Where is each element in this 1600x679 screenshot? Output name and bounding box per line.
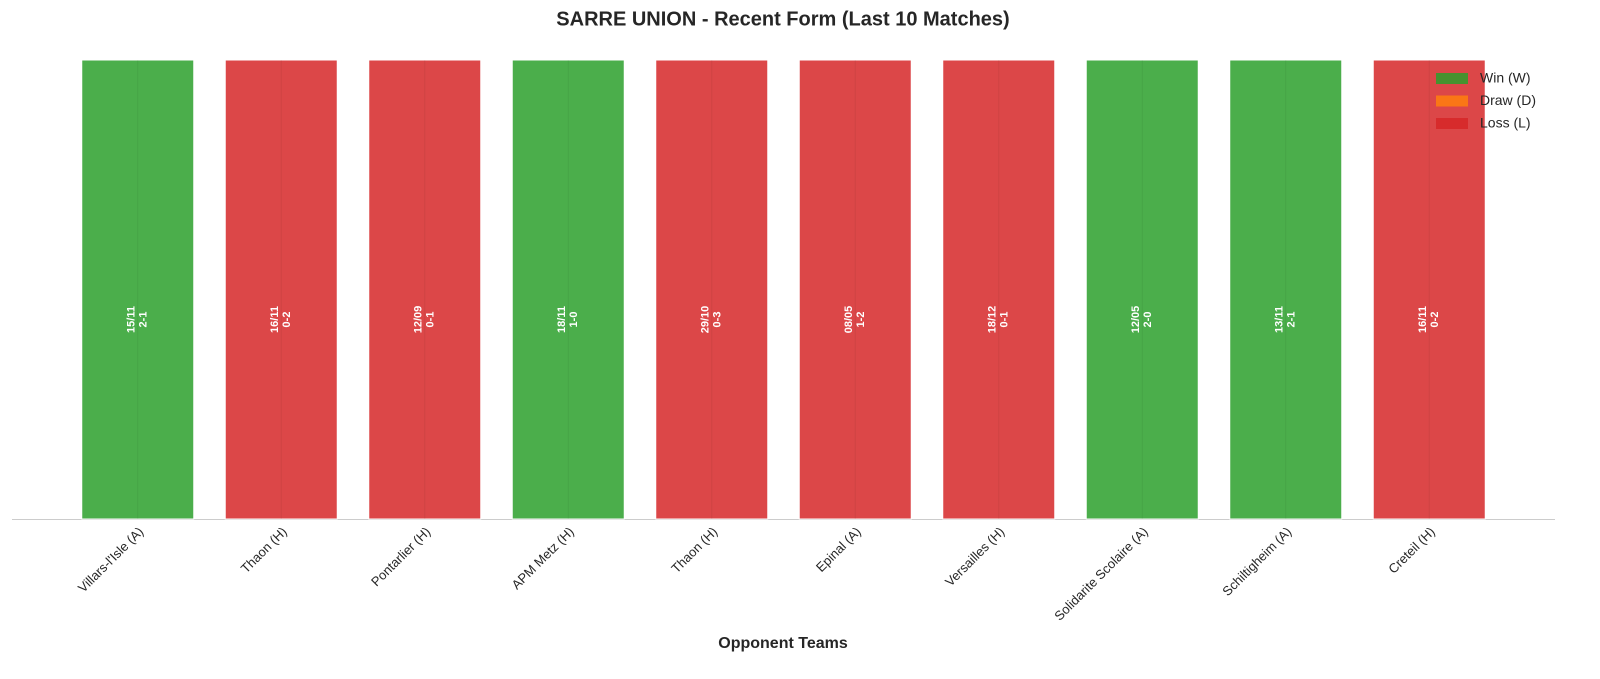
bar bbox=[1372, 59, 1486, 520]
legend-label: Loss (L) bbox=[1480, 115, 1531, 131]
bar-score-label: 0-2 bbox=[1429, 312, 1441, 328]
x-tick-label: Thaon (H) bbox=[238, 524, 290, 576]
bar bbox=[1229, 59, 1343, 520]
bar-score-label: 0-2 bbox=[281, 312, 293, 328]
x-tick-label: Creteil (H) bbox=[1385, 524, 1437, 576]
bar bbox=[368, 59, 482, 520]
bar bbox=[511, 59, 625, 520]
x-tick-label: Schiltigheim (A) bbox=[1219, 524, 1294, 599]
chart-title: SARRE UNION - Recent Form (Last 10 Match… bbox=[556, 8, 1009, 30]
bar-date-label: 16/11 bbox=[269, 306, 281, 333]
bar bbox=[224, 59, 338, 520]
bar bbox=[81, 59, 195, 520]
bar-score-label: 0-1 bbox=[999, 312, 1011, 328]
bar-date-label: 29/10 bbox=[700, 306, 712, 334]
bar-score-label: 1-2 bbox=[855, 312, 867, 328]
x-tick-label: Thaon (H) bbox=[668, 524, 720, 576]
x-tick-label: Solidarite Scolaire (A) bbox=[1051, 524, 1151, 624]
legend-swatch bbox=[1436, 95, 1468, 107]
bar bbox=[798, 59, 912, 520]
x-tick-label: Versailles (H) bbox=[942, 524, 1007, 589]
bar-date-label: 08/05 bbox=[843, 306, 855, 334]
bar-date-label: 16/11 bbox=[1417, 306, 1429, 333]
legend-swatch bbox=[1436, 118, 1468, 129]
bar-date-label: 12/05 bbox=[1130, 306, 1142, 334]
bar bbox=[1085, 59, 1199, 520]
bar bbox=[942, 59, 1056, 520]
x-axis-label: Opponent Teams bbox=[718, 635, 848, 652]
bar-score-label: 2-0 bbox=[1142, 312, 1154, 328]
bar-score-label: 1-0 bbox=[568, 312, 580, 328]
legend-swatch bbox=[1436, 73, 1468, 84]
bar-date-label: 12/09 bbox=[413, 306, 425, 334]
bar-date-label: 18/12 bbox=[987, 306, 999, 334]
legend-label: Draw (D) bbox=[1480, 92, 1536, 108]
legend-label: Win (W) bbox=[1480, 70, 1531, 86]
x-tick-label: Pontarlier (H) bbox=[368, 524, 433, 589]
bar-score-label: 0-1 bbox=[425, 312, 437, 328]
bar-score-label: 2-1 bbox=[1286, 312, 1298, 328]
bar-date-label: 15/11 bbox=[126, 306, 138, 333]
x-tick-label: APM Metz (H) bbox=[508, 524, 576, 592]
bar-score-label: 0-3 bbox=[712, 312, 724, 328]
x-tick-label: Villars-l'Isle (A) bbox=[75, 524, 146, 595]
bar-date-label: 18/11 bbox=[556, 306, 568, 333]
bar-date-label: 13/11 bbox=[1274, 306, 1286, 333]
bar-score-label: 2-1 bbox=[138, 312, 150, 328]
bar bbox=[655, 59, 769, 520]
x-tick-label: Epinal (A) bbox=[813, 524, 864, 575]
